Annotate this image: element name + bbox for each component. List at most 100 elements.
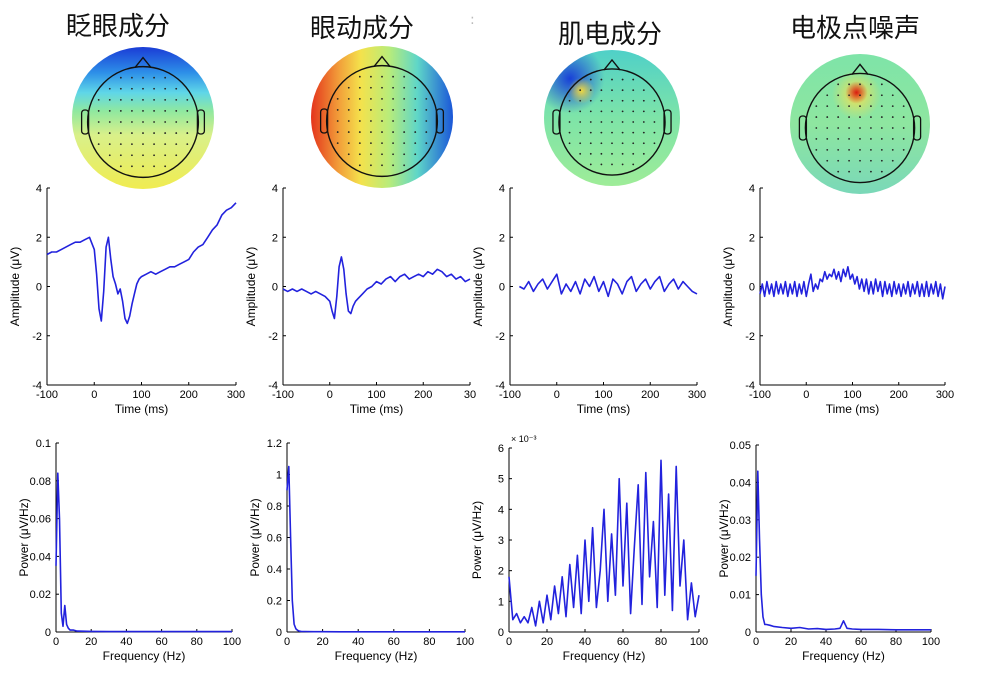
electrode-dot	[870, 105, 872, 108]
electrode-dot	[153, 132, 155, 134]
electrode-dot	[131, 110, 133, 112]
y-tick-label: 0	[745, 627, 751, 639]
electrode-dot	[621, 152, 624, 155]
electrode-dot	[175, 98, 178, 101]
electrode-dot	[653, 142, 656, 145]
y-tick-label: 0	[498, 627, 504, 639]
electrode-dot	[164, 121, 167, 123]
electrode-dot	[859, 94, 861, 97]
x-tick-label: 0	[753, 636, 759, 648]
electrode-dot	[848, 170, 850, 173]
x-tick-label: 100	[223, 636, 241, 648]
electrode-dot	[336, 131, 339, 133]
electrode-dot	[142, 165, 144, 168]
electrode-dot	[347, 120, 350, 122]
y-tick-label: -2	[745, 331, 755, 343]
electrode-dot	[175, 121, 178, 123]
electrode-dot	[589, 99, 592, 102]
electrode-dot	[859, 105, 861, 108]
electrode-dot	[611, 99, 613, 102]
electrode-dot	[902, 148, 905, 151]
electrode-dot	[579, 121, 582, 123]
nose	[603, 58, 621, 71]
electrode-dot	[414, 97, 417, 100]
x-tick-label: 100	[594, 389, 612, 401]
electrode-dot	[600, 89, 603, 92]
electrode-dot	[381, 164, 383, 167]
electrode-dot	[97, 121, 100, 123]
electrode-dot	[880, 94, 883, 97]
electrode-dot	[153, 121, 155, 123]
electrode-dot	[859, 170, 861, 173]
electrode-dot	[621, 78, 624, 81]
electrode-dot	[826, 127, 829, 129]
y-tick-label: 0.02	[30, 589, 51, 601]
x-tick-label: -100	[272, 389, 294, 401]
electrode-dot	[347, 86, 350, 89]
electrode-dot	[119, 132, 122, 134]
electrode-dot	[414, 120, 417, 122]
spectrum-0-plot: 0 20 40 60 80 100 0.1 0.08 0.06 0.04 0.02 0 Frequenc…	[17, 438, 241, 663]
electrode-dot	[403, 86, 406, 89]
y-tick-label: -2	[32, 331, 42, 343]
y-tick-label: 0.04	[730, 477, 751, 489]
right-ear	[196, 109, 206, 135]
y-tick-label: 4	[499, 183, 505, 195]
electrode-dot	[589, 131, 592, 134]
electrode-dot	[164, 110, 167, 112]
electrode-dot	[579, 110, 582, 113]
series-line	[508, 459, 700, 627]
electrode-dot	[370, 97, 372, 100]
electrode-dot	[870, 94, 872, 97]
series-line	[286, 465, 465, 633]
electrode-dot	[153, 76, 155, 79]
electrode-dot	[336, 109, 339, 111]
series-line	[759, 265, 946, 300]
electrode-dot	[568, 121, 571, 123]
electrode-dot	[815, 148, 818, 151]
electrode-dot	[403, 131, 406, 133]
electrode-dot	[403, 109, 406, 111]
electrode-dot	[392, 153, 394, 156]
y-tick-label: 0.4	[267, 564, 282, 576]
electrode-dot	[97, 143, 100, 146]
electrode-dot	[600, 99, 603, 102]
y-tick-label: 0.01	[730, 590, 751, 602]
electrode-dot	[131, 165, 133, 168]
y-tick-label: 6	[498, 443, 504, 455]
y-axis-label: Amplitude (μV)	[8, 247, 22, 327]
y-tick-label: 0.02	[730, 552, 751, 564]
electrode-dot	[414, 86, 417, 89]
electrode-dot	[425, 120, 428, 122]
electrode-dot	[142, 154, 144, 157]
electrode-dot	[642, 152, 645, 155]
electrode-dot	[891, 127, 894, 129]
electrode-dot	[568, 131, 571, 134]
electrode-dot	[891, 94, 894, 97]
y-tick-label: 2	[499, 232, 505, 244]
topomap-1	[311, 46, 453, 188]
x-tick-label: 80	[423, 636, 435, 648]
column-title-emg: 肌电成分	[558, 20, 663, 50]
electrode-dot	[653, 131, 656, 134]
x-tick-label: 300	[688, 389, 706, 401]
x-tick-label: 300	[227, 389, 245, 401]
electrode-dot	[600, 131, 603, 134]
y-tick-label: 4	[749, 183, 755, 195]
electrode-dot	[589, 89, 592, 92]
electrode-dot	[611, 152, 613, 155]
electrode-dot	[632, 142, 635, 145]
electrode-dot	[142, 87, 144, 90]
electrode-dot	[403, 142, 406, 145]
y-axis-label: Power (μV/Hz)	[17, 498, 31, 576]
erp-2-plot: -100 0 100 200 300 4 2 0 -2 -4 Time (ms) Amplitude …	[471, 183, 706, 416]
y-tick-label: 1.2	[267, 438, 282, 450]
electrode-dot	[579, 99, 582, 102]
x-tick-label: 0	[506, 636, 512, 648]
electrode-dot	[403, 164, 406, 167]
electrode-dot	[153, 110, 155, 112]
electrode-dot	[381, 86, 383, 89]
electrode-dot	[621, 163, 624, 166]
left-ear	[319, 108, 329, 134]
electrode-dot	[621, 110, 624, 113]
